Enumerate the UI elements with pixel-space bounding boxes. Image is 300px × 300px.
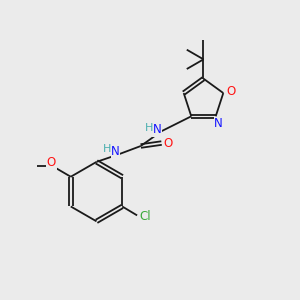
Text: N: N xyxy=(153,123,161,136)
Text: H: H xyxy=(103,144,112,154)
Text: O: O xyxy=(226,85,235,98)
Text: O: O xyxy=(164,136,173,150)
Text: N: N xyxy=(111,145,120,158)
Text: H: H xyxy=(145,123,153,133)
Text: N: N xyxy=(214,117,223,130)
Text: O: O xyxy=(47,156,56,169)
Text: Cl: Cl xyxy=(140,210,151,224)
